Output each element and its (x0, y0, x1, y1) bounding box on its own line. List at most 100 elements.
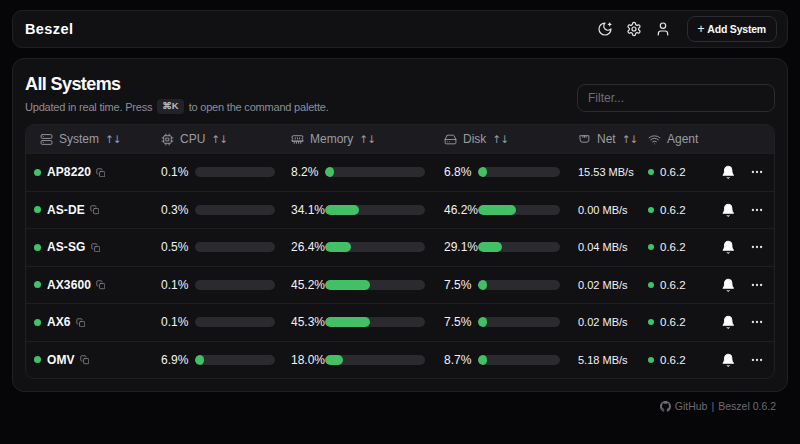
all-systems-card: All Systems Updated in real time. Press … (12, 58, 788, 392)
disk-cell: 7.5% (444, 278, 578, 292)
system-name: AS-SG (47, 240, 86, 254)
memory-value: 8.2% (291, 165, 321, 179)
system-row-as-sg[interactable]: AS-SG0.5%26.4%29.1%0.04 MB/s0.6.2 (26, 228, 774, 266)
copy-button[interactable] (96, 168, 106, 178)
agent-version: 0.6.2 (660, 279, 686, 291)
bell-icon (721, 278, 736, 293)
copy-button[interactable] (91, 243, 101, 253)
row-menu-button[interactable] (740, 353, 774, 367)
top-actions: + Add System (594, 16, 778, 42)
gear-icon (626, 21, 642, 37)
agent-status-dot (648, 282, 654, 288)
cpu-cell: 6.9% (161, 353, 291, 367)
disk-value: 6.8% (444, 165, 474, 179)
systems-table: System↑↓CPU↑↓Memory↑↓Disk↑↓Net↑↓Agent AP… (25, 124, 775, 379)
memory-cell: 26.4% (291, 240, 444, 254)
agent-cell: 0.6.2 (648, 279, 716, 291)
column-header-net[interactable]: Net↑↓ (578, 132, 648, 146)
column-header-system[interactable]: System↑↓ (26, 132, 161, 146)
net-value: 0.02 MB/s (578, 316, 648, 328)
column-header-cpu[interactable]: CPU↑↓ (161, 132, 291, 146)
disk-cell: 6.8% (444, 165, 578, 179)
bell-icon (721, 315, 736, 330)
column-header-disk[interactable]: Disk↑↓ (444, 132, 578, 146)
subtitle-suffix: to open the command palette. (189, 101, 329, 113)
agent-status-dot (648, 244, 654, 250)
usage-meter (325, 242, 425, 252)
alerts-button[interactable] (716, 240, 740, 255)
system-name: AX6 (47, 315, 71, 329)
copy-button[interactable] (96, 280, 106, 290)
sort-arrows-icon: ↑↓ (105, 133, 121, 145)
row-menu-button[interactable] (740, 278, 774, 292)
status-dot (34, 281, 41, 288)
copy-button[interactable] (80, 355, 90, 365)
add-system-button[interactable]: + Add System (687, 16, 778, 42)
memory-cell: 18.0% (291, 353, 444, 367)
usage-meter (478, 205, 560, 215)
agent-cell: 0.6.2 (648, 354, 716, 366)
system-row-ax3600[interactable]: AX36000.1%45.2%7.5%0.02 MB/s0.6.2 (26, 266, 774, 304)
alerts-button[interactable] (716, 315, 740, 330)
agent-cell: 0.6.2 (648, 241, 716, 253)
system-cell: AX3600 (26, 278, 161, 292)
memory-cell: 45.3% (291, 315, 444, 329)
cpu-cell: 0.5% (161, 240, 291, 254)
copy-button[interactable] (76, 318, 86, 328)
row-menu-button[interactable] (740, 203, 774, 217)
bell-icon (721, 353, 736, 368)
alerts-button[interactable] (716, 203, 740, 218)
column-header-memory[interactable]: Memory↑↓ (291, 132, 444, 146)
agent-status-dot (648, 207, 654, 213)
system-row-omv[interactable]: OMV6.9%18.0%8.7%5.18 MB/s0.6.2 (26, 341, 774, 379)
agent-status-dot (648, 169, 654, 175)
top-nav: Beszel + Add System (12, 10, 788, 48)
brand-logo[interactable]: Beszel (25, 21, 73, 37)
alerts-button[interactable] (716, 165, 740, 180)
agent-status-dot (648, 319, 654, 325)
agent-version: 0.6.2 (660, 204, 686, 216)
system-cell: AS-SG (26, 240, 161, 254)
status-dot (34, 169, 41, 176)
user-menu-button[interactable] (652, 18, 675, 41)
disk-cell: 46.2% (444, 203, 578, 217)
agent-version: 0.6.2 (660, 241, 686, 253)
row-menu-button[interactable] (740, 315, 774, 329)
status-dot (34, 356, 41, 363)
system-row-ap8220[interactable]: AP82200.1%8.2%6.8%15.53 MB/s0.6.2 (26, 153, 774, 191)
status-dot (34, 244, 41, 251)
system-name: AP8220 (47, 165, 91, 179)
sort-arrows-icon: ↑↓ (359, 133, 375, 145)
cpu-icon (161, 133, 174, 146)
row-menu-button[interactable] (740, 240, 774, 254)
cpu-cell: 0.1% (161, 278, 291, 292)
system-row-as-de[interactable]: AS-DE0.3%34.1%46.2%0.00 MB/s0.6.2 (26, 191, 774, 229)
memory-cell: 34.1% (291, 203, 444, 217)
usage-meter (325, 355, 425, 365)
github-link[interactable]: GitHub (675, 400, 708, 412)
disk-value: 29.1% (444, 240, 474, 254)
alerts-button[interactable] (716, 353, 740, 368)
cpu-value: 0.1% (161, 278, 191, 292)
copy-button[interactable] (90, 205, 100, 215)
theme-toggle-button[interactable] (594, 18, 617, 41)
alerts-button[interactable] (716, 278, 740, 293)
cpu-value: 0.1% (161, 165, 191, 179)
subtitle-prefix: Updated in real time. Press (25, 101, 152, 113)
row-menu-button[interactable] (740, 165, 774, 179)
filter-input[interactable] (577, 84, 775, 112)
net-value: 0.02 MB/s (578, 279, 648, 291)
system-name: AS-DE (47, 203, 85, 217)
cpu-cell: 0.3% (161, 203, 291, 217)
settings-button[interactable] (623, 18, 646, 41)
cpu-cell: 0.1% (161, 315, 291, 329)
system-cell: AS-DE (26, 203, 161, 217)
system-row-ax6[interactable]: AX60.1%45.3%7.5%0.02 MB/s0.6.2 (26, 303, 774, 341)
disk-value: 46.2% (444, 203, 474, 217)
usage-meter (195, 280, 275, 290)
disk-cell: 8.7% (444, 353, 578, 367)
table-header-row: System↑↓CPU↑↓Memory↑↓Disk↑↓Net↑↓Agent (26, 125, 774, 153)
status-dot (34, 206, 41, 213)
command-palette-kbd: ⌘K (157, 99, 183, 114)
version-link[interactable]: Beszel 0.6.2 (718, 400, 776, 412)
